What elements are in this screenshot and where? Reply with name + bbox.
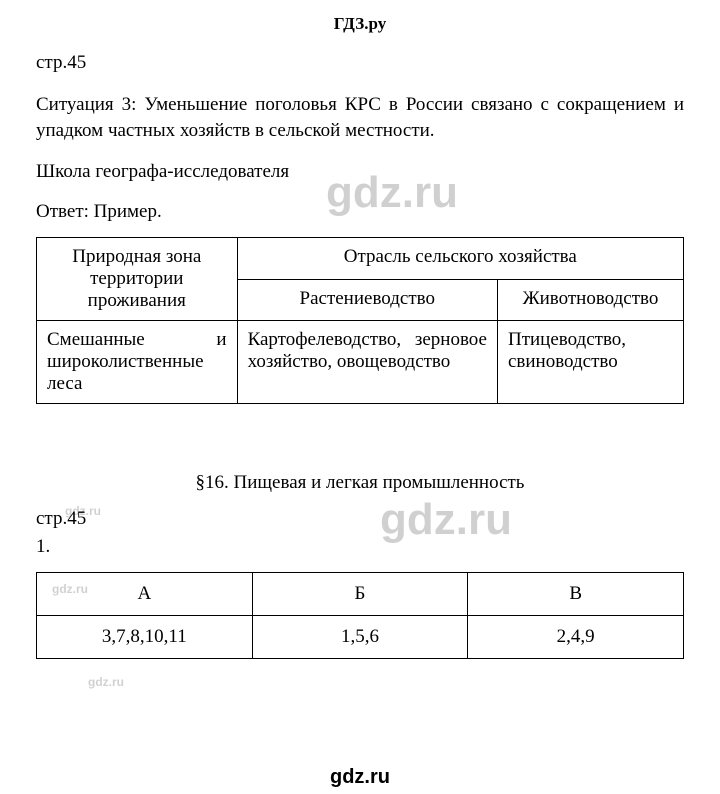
table1-row-animal: Птицеводство, свиноводство bbox=[497, 321, 683, 404]
table2-cell-v: 2,4,9 bbox=[468, 616, 684, 659]
table1-row-plant: Картофелеводство, зерновое хозяйство, ов… bbox=[237, 321, 497, 404]
answer-table: А Б В 3,7,8,10,11 1,5,6 2,4,9 bbox=[36, 572, 684, 659]
site-title: ГДЗ.ру bbox=[36, 14, 684, 34]
question-number: 1. bbox=[36, 536, 684, 558]
table2-cell-a: 3,7,8,10,11 bbox=[37, 616, 253, 659]
table2-header-a: А bbox=[37, 573, 253, 616]
page-reference: стр.45 bbox=[36, 52, 684, 74]
table1-sub-plant: Растениеводство bbox=[237, 279, 497, 321]
table1-header-branch: Отрасль сельского хозяйства bbox=[237, 238, 683, 280]
school-researcher-line: Школа географа-исследователя bbox=[36, 161, 684, 183]
page-reference-2: стр.45 bbox=[36, 508, 684, 530]
table2-header-b: Б bbox=[252, 573, 468, 616]
section-title: §16. Пищевая и легкая промышленность bbox=[36, 472, 684, 494]
table1-row-zone: Смешанные и широколиственные леса bbox=[37, 321, 238, 404]
table2-header-v: В bbox=[468, 573, 684, 616]
answer-label: Ответ: Пример. bbox=[36, 201, 684, 223]
table1-header-zone: Природная зона территории проживания bbox=[37, 238, 238, 321]
table2-cell-b: 1,5,6 bbox=[252, 616, 468, 659]
situation-text: Ситуация 3: Уменьшение поголовья КРС в Р… bbox=[36, 92, 684, 143]
agriculture-table: Природная зона территории проживания Отр… bbox=[36, 237, 684, 404]
table1-sub-animal: Животноводство bbox=[497, 279, 683, 321]
watermark-bottom: gdz.ru bbox=[0, 766, 720, 789]
